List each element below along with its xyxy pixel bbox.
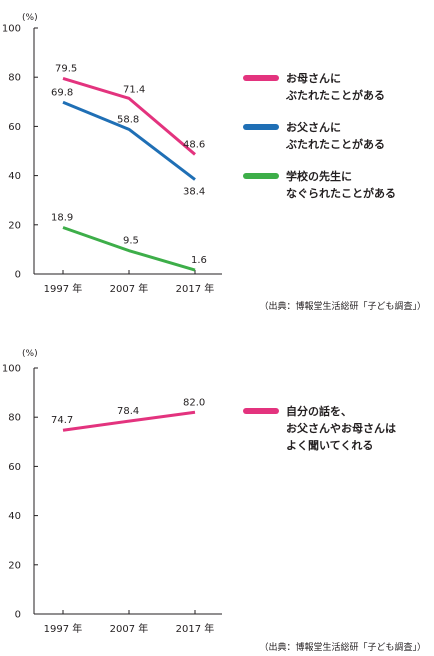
chart1-series-3-data-label: 18.9 (51, 213, 73, 224)
chart1-series-1-data-label: 48.6 (183, 139, 205, 150)
chart1-legend-label-1: ぶたれたことがある (285, 88, 385, 102)
chart2-series-1-data-label: 78.4 (117, 406, 139, 417)
chart1-legend-label-2: お父さんに (286, 121, 341, 134)
chart1-x-tick-label: 2007 年 (110, 282, 149, 295)
chart1-x-tick-label: 1997 年 (44, 282, 83, 295)
chart2-source-note: （出典：博報堂生活総研「子ども調査」） (259, 641, 426, 653)
chart2-y-tick-label: 40 (8, 511, 21, 522)
chart1-y-tick-label: 100 (2, 24, 21, 35)
chart2-legend-label-1: よく聞いてくれる (286, 439, 373, 452)
chart1-series-3-line (62, 226, 196, 272)
chart1-y-tick-label: 80 (8, 73, 21, 84)
chart2-series-1-data-label: 74.7 (51, 415, 73, 426)
chart1-legend-label-1: お母さんに (286, 72, 341, 85)
chart1-series-3-data-label: 9.5 (123, 236, 139, 247)
chart1-x-tick-label: 2017 年 (176, 282, 215, 295)
chart1-legend-label-3: なぐられたことがある (286, 186, 396, 200)
chart1-series-1-line (62, 76, 196, 156)
chart2-y-tick-label: 60 (8, 462, 21, 473)
chart1-series-1-data-label: 71.4 (123, 84, 145, 95)
chart2-x-tick-label: 1997 年 (44, 622, 83, 635)
chart1-y-tick-label: 40 (8, 171, 21, 182)
chart1-series-2-data-label: 58.8 (117, 114, 139, 125)
chart1-y-tick-label: 60 (8, 122, 21, 133)
chart2-x-tick-label: 2017 年 (176, 622, 215, 635)
chart1-source-note: （出典：博報堂生活総研「子ども調査」） (259, 300, 426, 312)
chart2-series-1-line (62, 410, 196, 432)
chart2-unit-label: (%) (22, 349, 38, 359)
chart1-series-2-line (62, 100, 196, 181)
chart2-y-tick-label: 100 (2, 364, 21, 375)
chart1-y-tick-label: 20 (8, 220, 21, 231)
chart1-legend-label-2: ぶたれたことがある (285, 137, 385, 151)
chart2-y-tick-label: 20 (8, 560, 21, 571)
chart1-series-3-data-label: 1.6 (191, 255, 207, 266)
chart2-y-tick-label: 0 (15, 610, 21, 621)
chart1-legend-label-3: 学校の先生に (286, 169, 352, 183)
chart2-legend-label-1: お父さんやお母さんは (286, 422, 396, 435)
chart1-unit-label: (%) (22, 13, 38, 23)
chart2-legend-label-1: 自分の話を、 (286, 404, 352, 418)
chart1-y-tick-label: 0 (15, 270, 21, 281)
chart1-series-2-data-label: 38.4 (183, 187, 205, 198)
chart1-series-1-data-label: 79.5 (55, 63, 77, 74)
chart1-series-2-data-label: 69.8 (51, 87, 73, 98)
chart2-x-tick-label: 2007 年 (110, 622, 149, 635)
chart2-y-tick-label: 80 (8, 413, 21, 424)
chart2-series-1-data-label: 82.0 (183, 397, 205, 408)
